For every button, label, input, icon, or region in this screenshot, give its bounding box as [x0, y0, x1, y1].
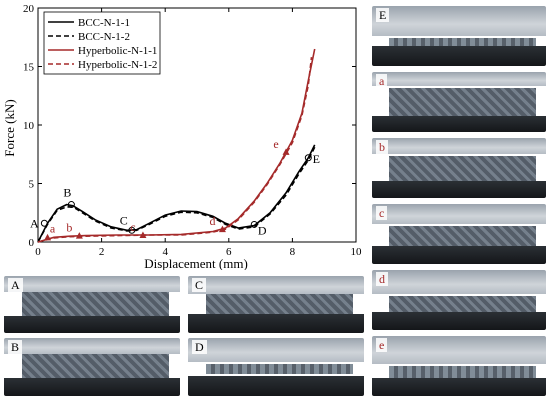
y-axis-label: Force (kN): [2, 99, 17, 156]
annotation-label: B: [63, 186, 71, 200]
legend-entry: BCC-N-1-1: [78, 17, 130, 29]
photo-label: D: [192, 340, 207, 354]
specimen-photo-a: a: [372, 72, 546, 132]
annotation-marker: [67, 201, 75, 209]
photo-label: d: [376, 272, 388, 286]
annotation-label: D: [258, 223, 267, 237]
x-tick-label: 0: [35, 246, 41, 258]
annotation-label: C: [120, 213, 128, 227]
series-line-BCC-N-1-1: [37, 144, 316, 243]
annotation-marker: [40, 219, 48, 227]
x-tick-label: 2: [99, 246, 105, 258]
photo-label: A: [8, 278, 23, 292]
specimen-photo-C: C: [188, 276, 364, 333]
y-tick-label: 20: [23, 3, 35, 15]
annotation-marker: [250, 220, 258, 228]
specimen-photo-B: B: [4, 338, 180, 396]
photo-label: a: [376, 74, 388, 88]
annotation-label: A: [30, 216, 39, 230]
legend-entry: Hyperbolic-N-1-1: [78, 45, 157, 57]
specimen-photo-A: A: [4, 276, 180, 333]
legend-entry: Hyperbolic-N-1-2: [78, 59, 157, 71]
annotation-marker: [75, 232, 83, 239]
specimen-photo-E: E: [372, 6, 546, 66]
x-tick-label: 4: [162, 246, 168, 258]
annotation-marker: [218, 225, 226, 233]
annotation-label: e: [273, 137, 278, 151]
chart-annotations: A B C D Ea b c d e: [30, 137, 320, 241]
specimen-photo-b: b: [372, 138, 546, 198]
x-tick-label: 8: [290, 246, 296, 258]
annotation-marker: [304, 154, 312, 162]
x-tick-label: 6: [226, 246, 232, 258]
annotation-marker: [139, 231, 147, 238]
photo-label: B: [8, 340, 23, 354]
photo-label: c: [376, 206, 388, 220]
annotation-label: E: [313, 152, 320, 166]
y-tick-label: 0: [29, 237, 35, 249]
annotation-label: c: [130, 220, 135, 234]
legend-box: [43, 11, 161, 75]
annotation-label: d: [209, 214, 215, 228]
chart-axes: 0 2 4 6 8 10 0 5 10 15 20: [23, 3, 362, 258]
x-tick-label: 10: [351, 246, 363, 258]
x-axis-label: Displacement (mm): [144, 256, 248, 270]
photo-label: C: [192, 278, 207, 292]
photo-label: b: [376, 140, 388, 154]
specimen-photo-d: d: [372, 270, 546, 330]
y-tick-label: 15: [23, 62, 35, 74]
specimen-photo-e: e: [372, 336, 546, 396]
y-tick-label: 10: [23, 120, 35, 132]
annotation-label: b: [66, 221, 72, 235]
photo-label: e: [376, 338, 388, 352]
chart-legend: BCC-N-1-1 BCC-N-1-2 Hyperbolic-N-1-1 Hyperb…: [43, 11, 161, 75]
specimen-photo-c: c: [372, 204, 546, 264]
annotation-marker: [282, 148, 290, 155]
photo-label: E: [376, 8, 390, 22]
annotation-marker: [44, 233, 52, 241]
annotation-label: a: [50, 221, 56, 235]
series-line-BCC-N-1-2: [37, 146, 316, 243]
y-tick-label: 5: [29, 179, 35, 191]
specimen-photo-D: D: [188, 338, 364, 396]
legend-entry: BCC-N-1-2: [78, 31, 130, 43]
annotation-marker: [128, 226, 136, 234]
